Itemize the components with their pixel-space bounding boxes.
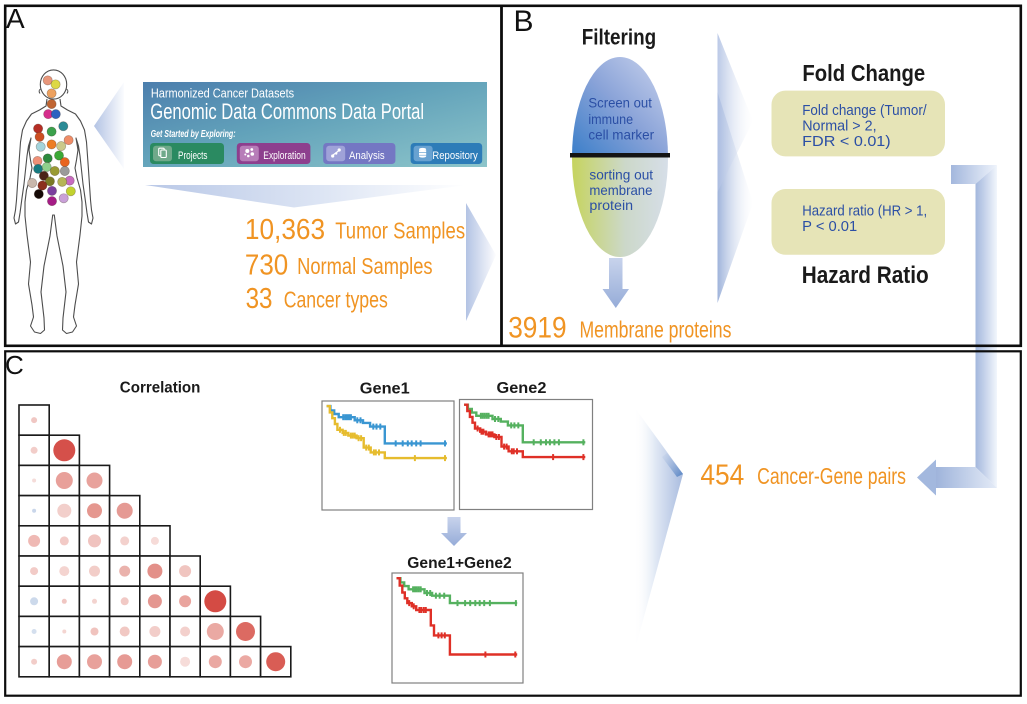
svg-text:immune: immune xyxy=(588,111,633,127)
svg-text:Repository: Repository xyxy=(432,150,478,162)
svg-text:cell marker: cell marker xyxy=(588,127,654,143)
svg-text:Filtering: Filtering xyxy=(582,24,657,49)
svg-text:B: B xyxy=(514,5,534,38)
svg-text:Correlation: Correlation xyxy=(120,380,201,397)
svg-text:Hazard ratio (HR > 1,: Hazard ratio (HR > 1, xyxy=(802,204,927,220)
svg-text:Gene1+Gene2: Gene1+Gene2 xyxy=(407,555,511,572)
svg-text:Normal > 2,: Normal > 2, xyxy=(802,119,876,135)
svg-text:P < 0.01: P < 0.01 xyxy=(802,219,857,235)
svg-text:membrane: membrane xyxy=(589,182,652,198)
svg-text:Gene1: Gene1 xyxy=(360,381,410,398)
svg-text:Harmonized Cancer Datasets: Harmonized Cancer Datasets xyxy=(151,86,294,101)
svg-text:Cancer-Gene pairs: Cancer-Gene pairs xyxy=(757,463,906,489)
svg-text:FDR < 0.01): FDR < 0.01) xyxy=(802,134,891,150)
svg-text:Normal Samples: Normal Samples xyxy=(297,253,433,279)
svg-text:A: A xyxy=(6,3,25,34)
svg-text:C: C xyxy=(5,350,24,380)
svg-text:Projects: Projects xyxy=(178,150,208,162)
svg-text:Fold change (Tumor/: Fold change (Tumor/ xyxy=(802,103,927,119)
svg-text:Membrane proteins: Membrane proteins xyxy=(580,316,732,342)
svg-text:Fold Change: Fold Change xyxy=(802,60,925,86)
svg-text:33: 33 xyxy=(246,283,273,315)
svg-text:3919: 3919 xyxy=(508,312,566,345)
svg-text:454: 454 xyxy=(700,459,744,491)
svg-text:730: 730 xyxy=(245,250,288,282)
svg-text:sorting out: sorting out xyxy=(589,166,653,182)
svg-text:Cancer types: Cancer types xyxy=(284,287,388,313)
svg-text:Analysis: Analysis xyxy=(349,150,385,162)
svg-text:Exploration: Exploration xyxy=(263,150,305,162)
svg-text:protein: protein xyxy=(589,197,633,213)
svg-text:Screen out: Screen out xyxy=(588,95,652,111)
svg-text:10,363: 10,363 xyxy=(245,214,325,246)
svg-text:Tumor Samples: Tumor Samples xyxy=(335,218,465,244)
svg-text:Genomic Data Commons Data Port: Genomic Data Commons Data Portal xyxy=(150,99,424,124)
svg-text:Get Started by Exploring:: Get Started by Exploring: xyxy=(151,129,236,140)
svg-text:Gene2: Gene2 xyxy=(497,380,547,397)
svg-text:Hazard Ratio: Hazard Ratio xyxy=(802,262,929,289)
